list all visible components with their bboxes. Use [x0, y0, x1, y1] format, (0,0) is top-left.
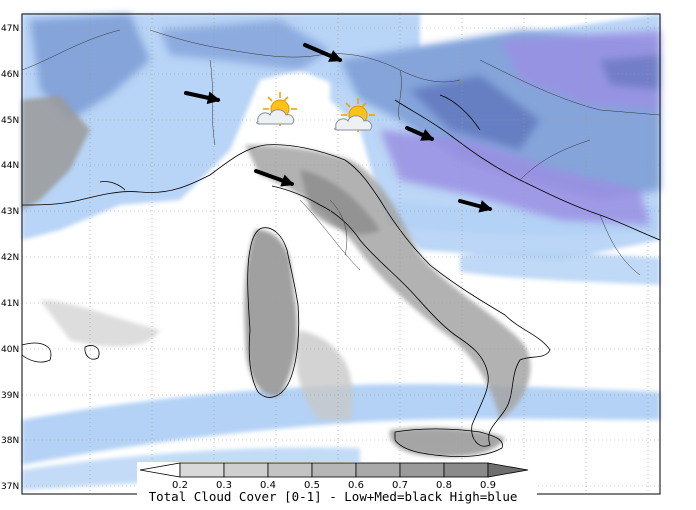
lat-label: 41N — [1, 299, 19, 309]
colorbar-swatch — [311, 462, 357, 478]
lat-label: 47N — [1, 24, 19, 34]
high-cloud-dense-layer — [30, 14, 660, 225]
colorbar-tick-label: 0.8 — [436, 480, 452, 491]
latitude-axis: 47N 46N 45N 44N 43N 42N 41N 40N 39N 38N … — [1, 24, 19, 492]
low-cloud-layer — [22, 95, 531, 457]
wind-arrow-icon — [184, 91, 221, 105]
partly-cloudy-sun-icon — [334, 98, 375, 132]
colorbar-tick-label: 0.6 — [348, 480, 364, 491]
lat-label: 37N — [1, 482, 19, 492]
wind-arrow-icon — [303, 43, 343, 62]
colorbar-tick-label: 0.9 — [480, 480, 496, 491]
colorbar-swatch — [443, 462, 489, 478]
lat-label: 44N — [1, 161, 19, 171]
colorbar-high-arrow — [487, 462, 529, 478]
colorbar-tick-label: 0.7 — [392, 480, 408, 491]
lat-label: 42N — [1, 253, 19, 263]
lat-label: 40N — [1, 345, 19, 355]
colorbar-tick-label: 0.5 — [304, 480, 320, 491]
wind-arrow-icon — [254, 169, 295, 187]
lat-label: 43N — [1, 207, 19, 217]
partly-cloudy-sun-icon — [256, 92, 297, 126]
colorbar-swatch — [399, 462, 445, 478]
colorbar-tick-label: 0.2 — [172, 480, 188, 491]
colorbar-tick-label: 0.3 — [216, 480, 232, 491]
colorbar: 0.2 0.3 0.4 0.5 0.6 0.7 0.8 0.9 Total Cloud Cov… — [137, 462, 537, 506]
wind-arrows — [184, 43, 493, 213]
colorbar-tick-label: 0.4 — [260, 480, 276, 491]
colorbar-swatch — [179, 462, 225, 478]
lat-label: 38N — [1, 436, 19, 446]
wind-arrow-icon — [405, 126, 435, 141]
wind-arrow-icon — [458, 199, 493, 213]
lat-label: 45N — [1, 116, 19, 126]
colorbar-title: Total Cloud Cover [0-1] - Low+Med=black … — [149, 489, 518, 504]
graticule — [22, 14, 660, 494]
borders — [21, 29, 661, 276]
lat-label: 39N — [1, 391, 19, 401]
colorbar-swatch — [267, 462, 313, 478]
lat-label: 46N — [1, 70, 19, 80]
colorbar-swatch — [223, 462, 269, 478]
colorbar-swatch — [355, 462, 401, 478]
